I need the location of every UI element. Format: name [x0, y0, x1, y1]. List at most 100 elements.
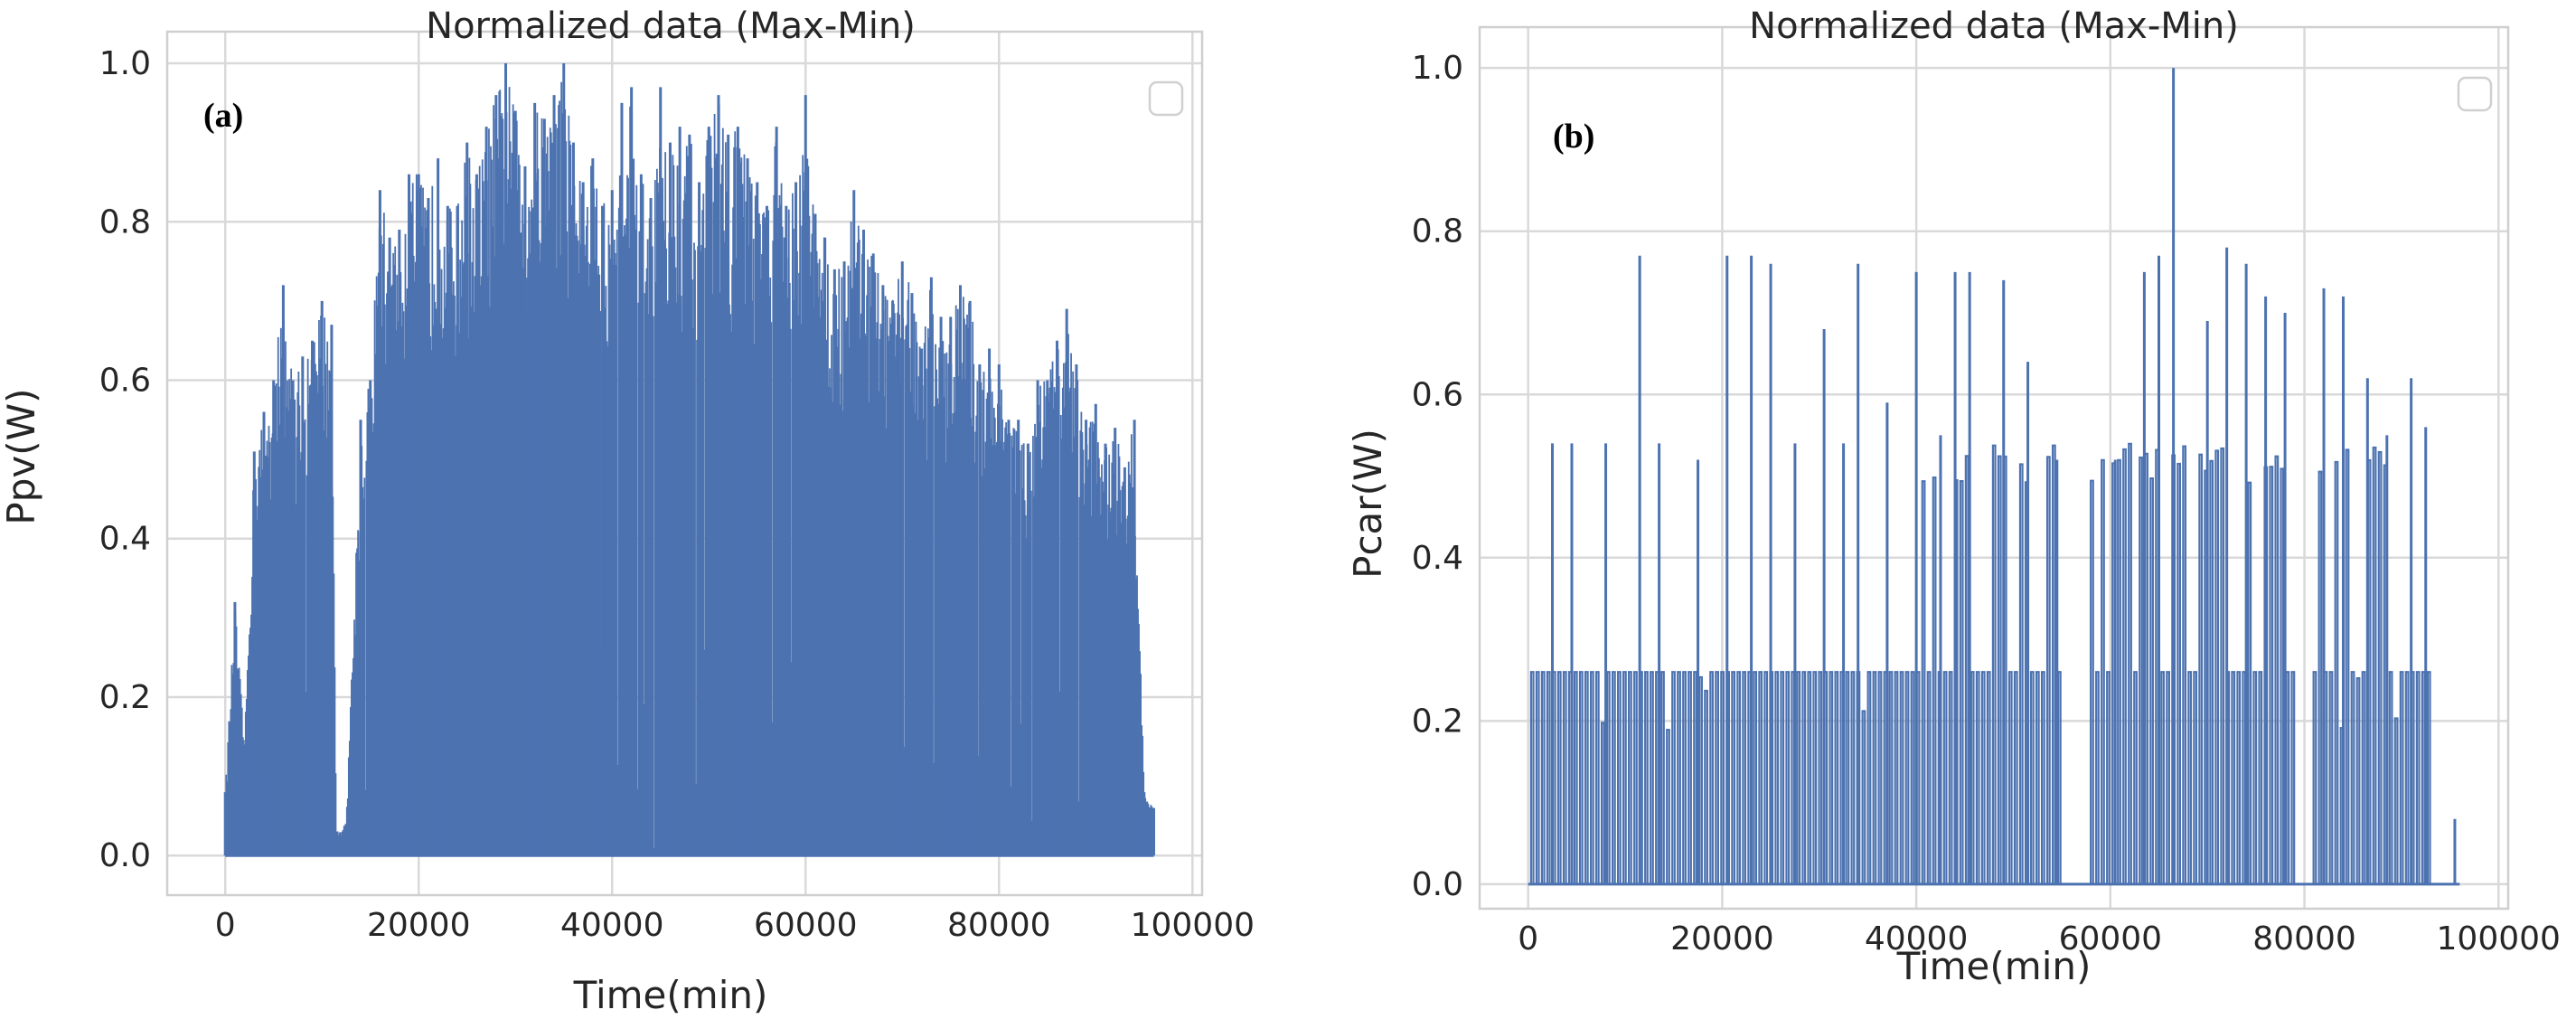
pcar-pulse	[1720, 671, 1725, 884]
pcar-pulse	[2388, 671, 2393, 884]
x-tick-label: 80000	[947, 907, 1051, 944]
pcar-pulse	[1584, 671, 1589, 884]
pcar-pulse	[2122, 448, 2127, 884]
pcar-pulse	[1589, 671, 1594, 884]
pcar-pulse	[1774, 671, 1780, 884]
pcar-pulse	[2393, 717, 2399, 884]
pcar-pulse	[2280, 467, 2285, 884]
x-tick-label: 40000	[560, 907, 664, 944]
panel-label-b: (b)	[1553, 118, 1594, 156]
pcar-pulse	[2345, 448, 2350, 884]
pcar-pulse	[1818, 671, 1823, 884]
x-tick-label: 0	[1518, 920, 1538, 958]
pcar-pulse	[1997, 455, 2002, 884]
pcar-pulse	[2209, 459, 2214, 884]
x-tick-label: 80000	[2252, 920, 2356, 958]
y-tick-label: 1.0	[1412, 50, 1463, 87]
pcar-pulse	[1926, 671, 1932, 884]
y-tick-label: 0.6	[99, 363, 151, 400]
x-tick-label: 100000	[1131, 907, 1255, 944]
pcar-pulse	[1693, 671, 1697, 884]
pcar-pulse	[1866, 671, 1872, 884]
legend-box-a	[1148, 80, 1184, 117]
y-axis-label-b: Pcar(W)	[1346, 429, 1390, 579]
pcar-pulse	[2404, 671, 2410, 884]
pcar-pulse	[2247, 481, 2252, 884]
pcar-pulse	[2328, 671, 2334, 884]
pcar-pulse	[1535, 671, 1540, 884]
pcar-pulse	[1611, 671, 1616, 884]
pcar-pulse	[1861, 710, 1866, 884]
pcar-pulse	[1921, 480, 1926, 884]
x-tick-label: 20000	[1670, 920, 1774, 958]
pcar-pulse	[1970, 671, 1975, 884]
pcar-pulse	[1628, 671, 1632, 884]
pcar-pulse	[2056, 671, 2062, 884]
pcar-pulse	[2018, 463, 2024, 884]
pcar-pulse	[1753, 671, 1758, 884]
pcar-pulse	[1633, 671, 1638, 884]
pcar-pulse	[2176, 462, 2182, 884]
pcar-pulse	[1964, 455, 1970, 884]
x-tick-label: 60000	[2059, 920, 2163, 958]
pcar-pulse	[1594, 671, 1600, 884]
plot-frame-b	[1478, 25, 2510, 910]
pcar-pulse	[1932, 476, 1937, 884]
pcar-pulse	[1894, 671, 1899, 884]
pcar-pulse	[2139, 456, 2143, 884]
y-tick-label: 0.6	[1412, 376, 1463, 413]
pcar-pulse	[2214, 449, 2220, 884]
pcar-pulse	[1671, 671, 1676, 884]
pcar-pulse	[2187, 671, 2193, 884]
y-tick-label: 0.4	[99, 521, 151, 558]
pcar-pulse	[2182, 445, 2187, 884]
pcar-pulse	[1529, 671, 1535, 884]
pcar-pulse	[2258, 671, 2263, 884]
pcar-pulse	[2355, 677, 2361, 884]
pcar-pulse	[2013, 671, 2018, 884]
pcar-pulse	[2095, 671, 2100, 884]
pcar-pulse	[1845, 671, 1850, 884]
pcar-pulse	[1742, 671, 1747, 884]
pcar-pulse	[2421, 671, 2426, 884]
x-tick-label: 40000	[1865, 920, 1969, 958]
pcar-pulse	[2377, 450, 2383, 884]
legend-box-b	[2457, 76, 2493, 112]
y-tick-label: 0.4	[1412, 540, 1463, 577]
x-tick-label: 20000	[367, 907, 471, 944]
pcar-pulse	[2106, 671, 2111, 884]
pcar-pulse	[1801, 671, 1807, 884]
pcar-pulse	[1704, 689, 1708, 884]
pcar-pulse	[1562, 671, 1567, 884]
chart-title-b: Normalized data (Max-Min)	[1749, 5, 2239, 47]
pcar-pulse	[1980, 671, 1986, 884]
pcar-pulse	[2312, 671, 2317, 884]
pcar-pulse	[2029, 671, 2035, 884]
pcar-pulse	[1904, 671, 1910, 884]
pcar-pulse	[1573, 671, 1578, 884]
y-tick-label: 1.0	[99, 45, 151, 82]
pcar-pulse	[1829, 671, 1834, 884]
pcar-pulse	[1616, 671, 1622, 884]
pcar-pulse	[1872, 671, 1877, 884]
pcar-pulse	[1834, 671, 1839, 884]
pcar-pulse	[1731, 671, 1736, 884]
y-tick-label: 0.2	[99, 679, 151, 716]
chart-title-a: Normalized data (Max-Min)	[426, 5, 916, 47]
y-tick-label: 0.0	[99, 837, 151, 874]
pcar-pulse	[2372, 446, 2377, 884]
x-tick-label: 0	[215, 907, 236, 944]
pcar-pulse	[1660, 671, 1665, 884]
pcar-pulse	[2090, 479, 2094, 884]
pcar-pulse	[1556, 671, 1562, 884]
pcar-pulse	[1600, 722, 1605, 884]
pcar-pulse	[2101, 458, 2105, 884]
ticks-b: 0 20000 40000 60000 80000 100000 0.0 0.2 0.4 0.6 0…	[1412, 50, 2561, 958]
pcar-pulse	[2007, 671, 2013, 884]
pcar-pulse	[1888, 671, 1894, 884]
pcar-pulse	[1796, 671, 1801, 884]
pcar-pulse	[1812, 671, 1818, 884]
x-tick-label: 60000	[754, 907, 858, 944]
y-tick-label: 0.8	[99, 203, 151, 241]
pcar-pulse	[1850, 671, 1856, 884]
